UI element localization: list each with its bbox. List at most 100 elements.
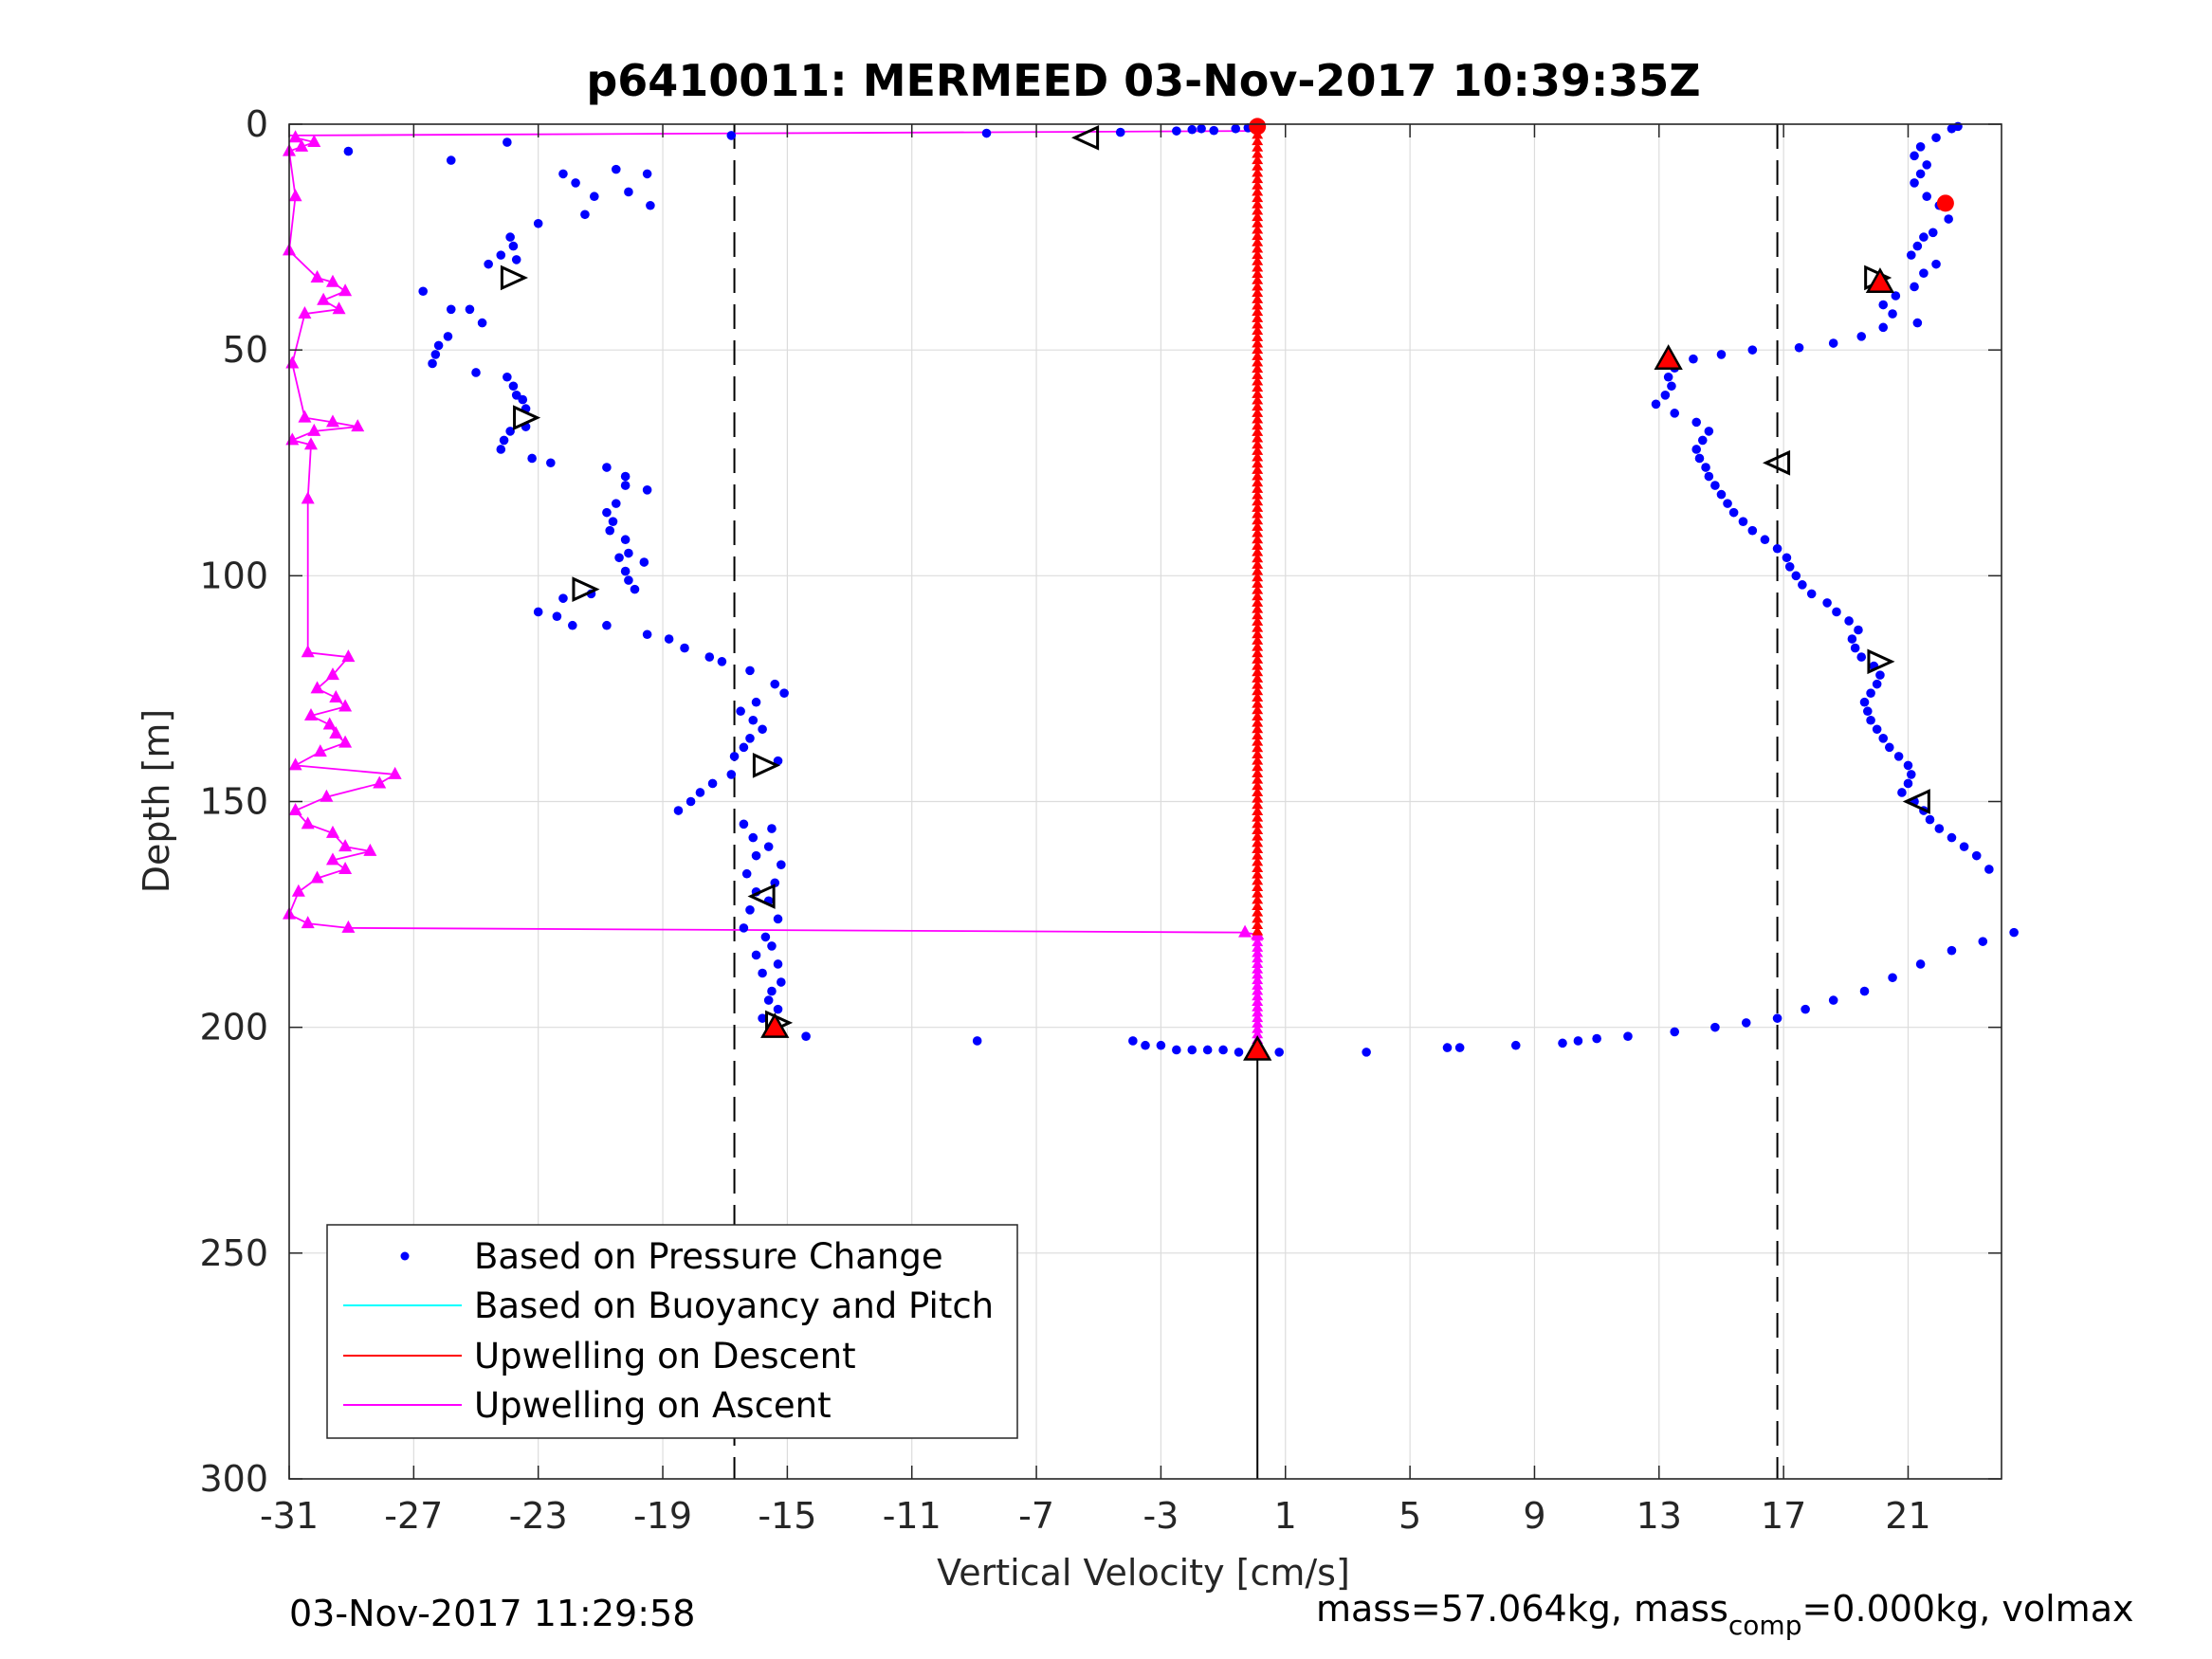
descent-marker: [1252, 319, 1264, 329]
pressure-point: [773, 914, 783, 924]
descent-marker: [1252, 155, 1264, 165]
pressure-point: [1863, 706, 1873, 717]
ascent-marker: [295, 138, 309, 152]
pressure-point: [1234, 1048, 1244, 1057]
ascent-marker: [1252, 1012, 1264, 1023]
ascent-marker: [313, 744, 327, 757]
footer-mass-info: mass=57.064kg, masscomp=0.000kg, volmax: [1316, 1588, 2133, 1641]
pressure-point: [1984, 865, 1994, 874]
pressure-point: [1931, 133, 1941, 143]
ascent-marker: [320, 789, 334, 802]
x-tick-label: -11: [883, 1495, 941, 1537]
descent-marker: [1252, 610, 1264, 620]
pressure-point: [1912, 318, 1923, 328]
descent-marker: [1252, 894, 1264, 904]
pressure-point: [1878, 322, 1889, 333]
x-tick-label: 9: [1523, 1495, 1545, 1537]
ascent-marker: [338, 735, 353, 748]
legend-label-ascent: Upwelling on Ascent: [474, 1385, 832, 1426]
pressure-point: [602, 507, 612, 518]
x-tick-label: 13: [1636, 1495, 1682, 1537]
descent-marker: [1252, 331, 1264, 341]
pressure-point: [418, 286, 428, 297]
ascent-marker: [1252, 969, 1264, 979]
ascent-marker: [341, 649, 356, 663]
ascent-marker: [307, 423, 321, 436]
ascent-marker: [329, 689, 343, 702]
pressure-point: [739, 923, 749, 933]
pressure-point: [1510, 1040, 1521, 1050]
ascent-marker: [1252, 1017, 1264, 1028]
pressure-point: [1209, 125, 1219, 136]
pressure-point: [1663, 372, 1673, 382]
ascent-marker: [338, 283, 353, 297]
descent-marker: [1252, 337, 1264, 348]
pressure-point: [1934, 824, 1945, 833]
descent-marker: [1252, 913, 1264, 923]
descent-marker: [1252, 160, 1264, 171]
pressure-point: [496, 445, 506, 454]
footer-mass-rest: =0.000kg, volmax: [1801, 1588, 2133, 1630]
descent-marker: [1252, 534, 1264, 544]
pressure-point: [1915, 959, 1926, 969]
pressure-point: [620, 471, 631, 482]
descent-marker: [1252, 748, 1264, 758]
pressure-point: [1694, 453, 1705, 464]
ascent-marker: [363, 843, 377, 856]
pressure-point: [1844, 616, 1854, 626]
y-axis-label: Depth [m]: [136, 709, 177, 894]
pressure-point: [558, 169, 568, 179]
pressure-point: [1922, 191, 1931, 202]
pressure-point: [1218, 1045, 1228, 1055]
pressure-point: [1760, 535, 1770, 545]
pressure-point: [605, 525, 615, 536]
pressure-point: [571, 178, 580, 188]
open-triangle-marker: [572, 576, 600, 602]
pressure-point: [773, 756, 783, 766]
x-tick-label: 5: [1398, 1495, 1421, 1537]
pressure-point: [611, 164, 621, 174]
descent-marker: [1252, 401, 1264, 411]
ascent-marker: [1252, 979, 1264, 990]
descent-marker: [1252, 653, 1264, 664]
descent-marker: [1252, 420, 1264, 430]
pressure-point: [1623, 1031, 1633, 1041]
descent-marker: [1252, 407, 1264, 417]
x-tick-label: -27: [384, 1495, 443, 1537]
y-tick-label: 200: [199, 1007, 268, 1048]
y-tick-label: 250: [199, 1232, 268, 1274]
descent-marker: [1252, 584, 1264, 594]
pressure-point: [1872, 679, 1882, 689]
descent-marker: [1252, 141, 1264, 152]
descent-marker: [1252, 356, 1264, 367]
pressure-point: [1866, 688, 1875, 698]
descent-marker: [1252, 641, 1264, 651]
ascent-marker: [351, 419, 365, 432]
y-tick-label: 100: [199, 555, 268, 596]
descent-marker: [1252, 344, 1264, 355]
pressure-point: [726, 131, 737, 140]
legend-swatch-pressure: [400, 1251, 410, 1261]
descent-marker: [1252, 736, 1264, 746]
x-tick-label: -19: [633, 1495, 692, 1537]
pressure-point: [602, 620, 612, 630]
descent-marker: [1252, 451, 1264, 462]
descent-marker: [1252, 925, 1264, 936]
ascent-marker: [1252, 931, 1264, 941]
descent-marker: [1252, 501, 1264, 512]
descent-marker: [1252, 553, 1264, 563]
descent-marker: [1252, 287, 1264, 298]
pressure-point: [1947, 945, 1957, 956]
x-tick-label: 17: [1761, 1495, 1806, 1537]
ascent-marker: [1252, 1001, 1264, 1012]
pressure-point: [1931, 259, 1941, 269]
descent-marker: [1252, 483, 1264, 493]
descent-marker: [1252, 666, 1264, 677]
pressure-point: [767, 824, 777, 833]
descent-marker: [1252, 350, 1264, 360]
pressure-point: [558, 593, 568, 603]
descent-marker: [1252, 527, 1264, 538]
open-triangle-marker: [500, 264, 529, 291]
descent-marker: [1252, 843, 1264, 853]
pressure-point: [1558, 1038, 1567, 1048]
